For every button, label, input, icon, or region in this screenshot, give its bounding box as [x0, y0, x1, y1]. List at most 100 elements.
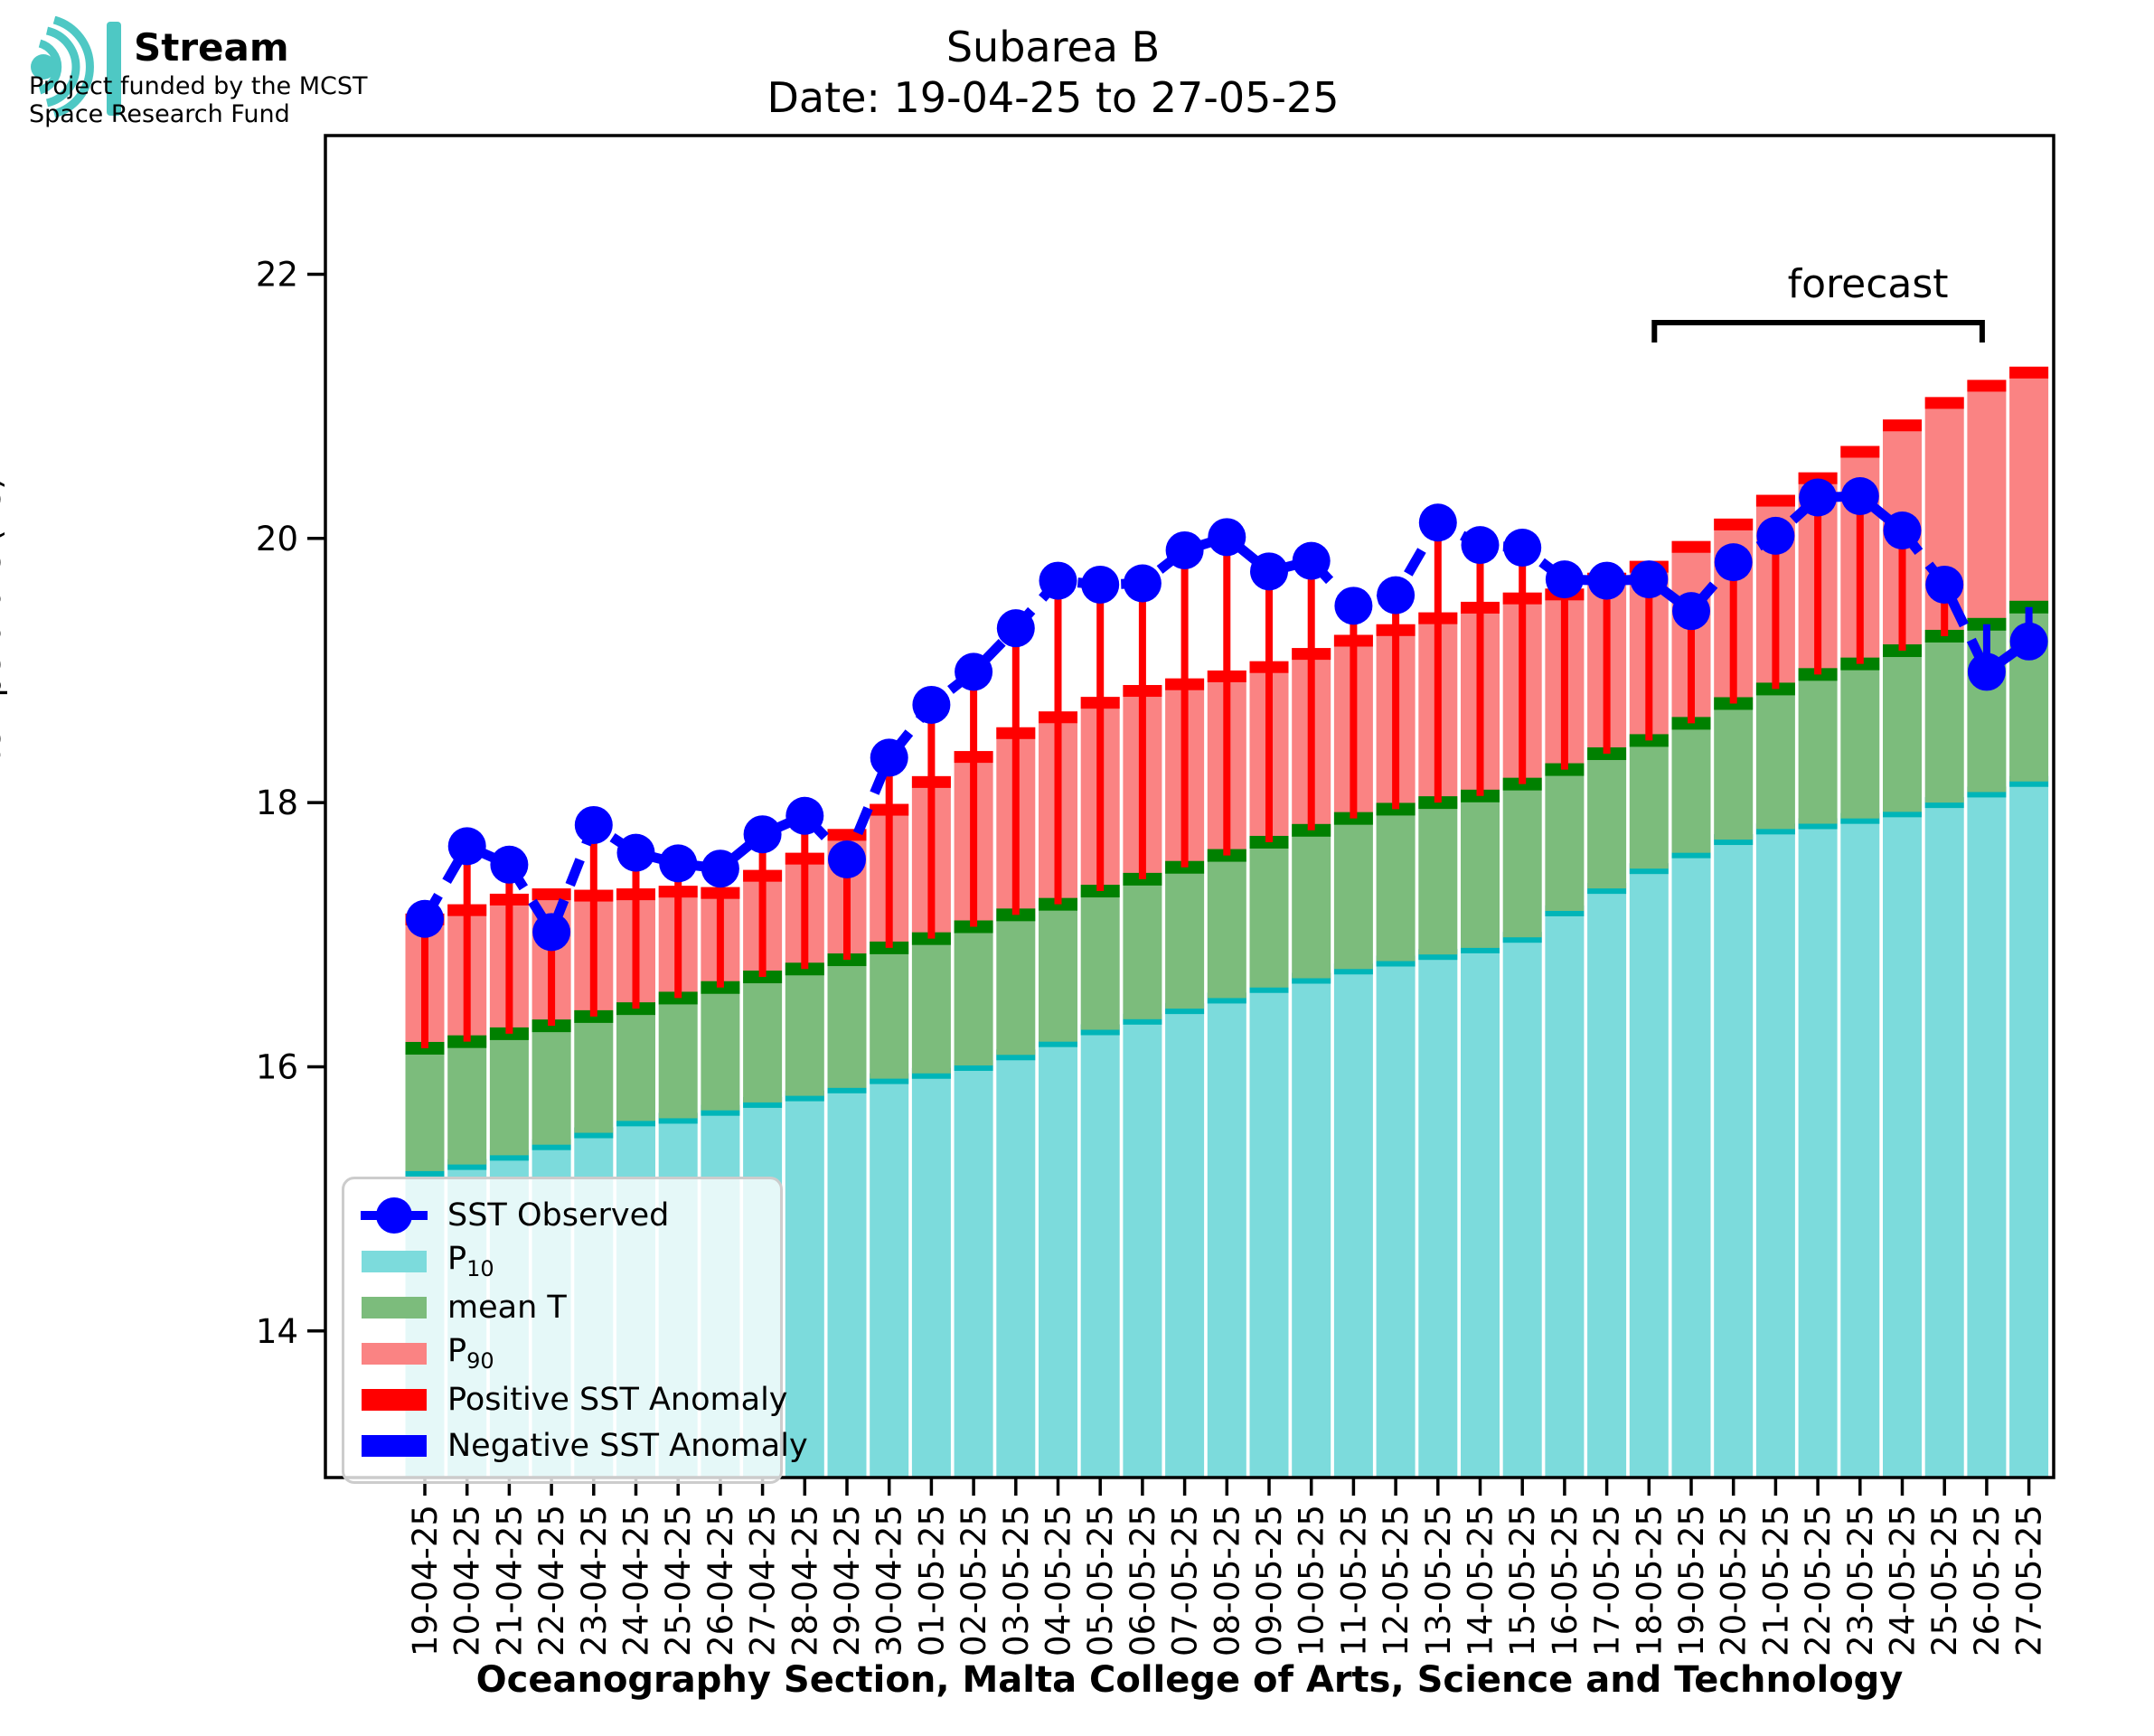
legend-item-positive-anomaly: Positive SST Anomaly	[361, 1376, 788, 1422]
p10-bar	[1123, 1018, 1162, 1478]
mean-bar	[489, 1033, 529, 1156]
mean-bar	[701, 987, 740, 1111]
logo: Stream Project funded by the MCST Space …	[27, 13, 407, 139]
negative-anomaly-color-patch	[362, 1434, 427, 1457]
forecast-label: forecast	[1788, 261, 1949, 307]
x-tick-label: 23-05-25	[1841, 1505, 1880, 1656]
mean-bar	[1629, 740, 1669, 869]
sst-observed-dot-17-05-25	[1587, 561, 1626, 600]
day-bar-20-05-25	[1714, 518, 1754, 1478]
mean-bar	[954, 926, 993, 1065]
sst-observed-dot-22-05-25	[1799, 478, 1838, 517]
p10-bar	[1840, 818, 1880, 1478]
legend-item-sst-observed: SST Observed	[361, 1192, 762, 1238]
x-tick-label: 29-04-25	[828, 1505, 867, 1656]
sst-observed-dot-23-05-25	[1840, 477, 1879, 516]
day-bar-30-04-25	[870, 757, 909, 1478]
sst-observed-dot-27-05-25	[2009, 622, 2048, 661]
mean-bar	[1249, 841, 1289, 988]
sst-observed-dot-15-05-25	[1503, 529, 1542, 568]
mean-bar	[1924, 635, 1964, 803]
title-line2: Date: 19-04-25 to 27-05-25	[767, 73, 1340, 122]
mean-bar	[1292, 830, 1331, 979]
mean-bar	[531, 1026, 571, 1145]
sst-observed-dot-28-04-25	[785, 796, 824, 835]
p10-bar	[1587, 888, 1627, 1478]
page-title: Subarea B Date: 19-04-25 to 27-05-25	[0, 22, 2106, 123]
y-tick-label: 14	[256, 1312, 298, 1351]
x-tick-label: 27-04-25	[744, 1505, 783, 1656]
day-bar-05-05-25	[1080, 584, 1120, 1478]
forecast-bracket	[1651, 320, 1985, 343]
legend-label: Positive SST Anomaly	[447, 1381, 788, 1418]
day-bar-26-05-25	[1967, 380, 2007, 1478]
p90-cap	[531, 888, 571, 901]
day-bar-28-04-25	[785, 815, 824, 1478]
stream-logo-icon	[31, 16, 121, 118]
day-bar-01-05-25	[911, 704, 951, 1478]
legend-item-p90: P90	[361, 1330, 762, 1376]
p10-bar	[1039, 1041, 1077, 1478]
sst-observed-dot-01-05-25	[912, 685, 951, 724]
day-bar-19-05-25	[1671, 540, 1711, 1478]
day-bar-18-05-25	[1629, 560, 1669, 1478]
legend-label: mean T	[447, 1289, 567, 1326]
mean-bar	[574, 1016, 614, 1133]
y-tick-label: 20	[256, 520, 298, 558]
x-tick-label: 03-05-25	[997, 1505, 1036, 1656]
sst-observed-dot-18-05-25	[1630, 560, 1669, 599]
sst-observed-dot-20-05-25	[1714, 543, 1753, 582]
x-tick-label: 10-05-25	[1293, 1505, 1331, 1656]
x-tick-label: 01-05-25	[912, 1505, 951, 1656]
legend-item-mean-t: mean T	[361, 1284, 762, 1330]
x-tick-label: 06-05-25	[1124, 1505, 1162, 1656]
p90-cap	[1714, 518, 1754, 530]
x-tick-label: 15-05-25	[1503, 1505, 1542, 1656]
x-axis-label: Oceanography Section, Malta College of A…	[476, 1659, 1904, 1701]
p10-bar	[1165, 1009, 1205, 1478]
sst-observed-dot-14-05-25	[1461, 526, 1500, 565]
p10-bar	[1461, 947, 1500, 1478]
p10-bar	[1502, 937, 1542, 1478]
day-bar-15-05-25	[1502, 548, 1542, 1478]
day-bar-06-05-25	[1123, 583, 1162, 1478]
p10-bar	[1333, 969, 1373, 1478]
sst-observed-dot-19-04-25	[406, 899, 444, 938]
p10-color-patch	[362, 1250, 427, 1272]
mean-bar	[1587, 754, 1627, 889]
x-tick-label: 19-04-25	[406, 1505, 445, 1656]
x-tick-label: 27-05-25	[2010, 1505, 2049, 1656]
sst-observed-dot-25-04-25	[659, 844, 698, 883]
x-tick-label: 07-05-25	[1166, 1505, 1205, 1656]
x-tick-label: 22-04-25	[532, 1505, 571, 1656]
mean-bar	[1207, 855, 1246, 999]
title-line1: Subarea B	[945, 23, 1161, 71]
legend-item-p10: P10	[361, 1238, 762, 1284]
mean-bar	[827, 960, 867, 1088]
mean-bar	[447, 1041, 487, 1165]
p90-bar	[1967, 380, 2007, 624]
p10-bar	[1671, 852, 1711, 1478]
p90-cap	[2009, 366, 2049, 379]
mean-bar	[870, 947, 909, 1079]
sst-observed-dot-23-04-25	[574, 805, 613, 844]
x-tick-label: 21-04-25	[490, 1505, 529, 1656]
mean-bar	[1502, 784, 1542, 938]
day-bar-24-05-25	[1883, 419, 1922, 1478]
day-bar-25-05-25	[1924, 397, 1964, 1478]
day-bar-14-05-25	[1461, 545, 1500, 1478]
sst-observed-dot-26-04-25	[701, 849, 739, 888]
p10-bar	[1545, 910, 1585, 1478]
x-tick-label: 19-05-25	[1672, 1505, 1711, 1656]
day-bar-23-05-25	[1840, 446, 1880, 1478]
x-tick-label: 28-04-25	[785, 1505, 824, 1656]
day-bar-07-05-25	[1165, 549, 1205, 1478]
x-tick-label: 14-05-25	[1462, 1505, 1500, 1656]
mean-bar	[1080, 891, 1120, 1030]
mean-bar	[1840, 663, 1880, 819]
sst-observed-dot-13-05-25	[1418, 503, 1457, 542]
x-tick-label: 26-04-25	[701, 1505, 740, 1656]
day-bar-03-05-25	[996, 628, 1036, 1478]
x-tick-label: 13-05-25	[1419, 1505, 1458, 1656]
p10-bar	[827, 1087, 867, 1478]
